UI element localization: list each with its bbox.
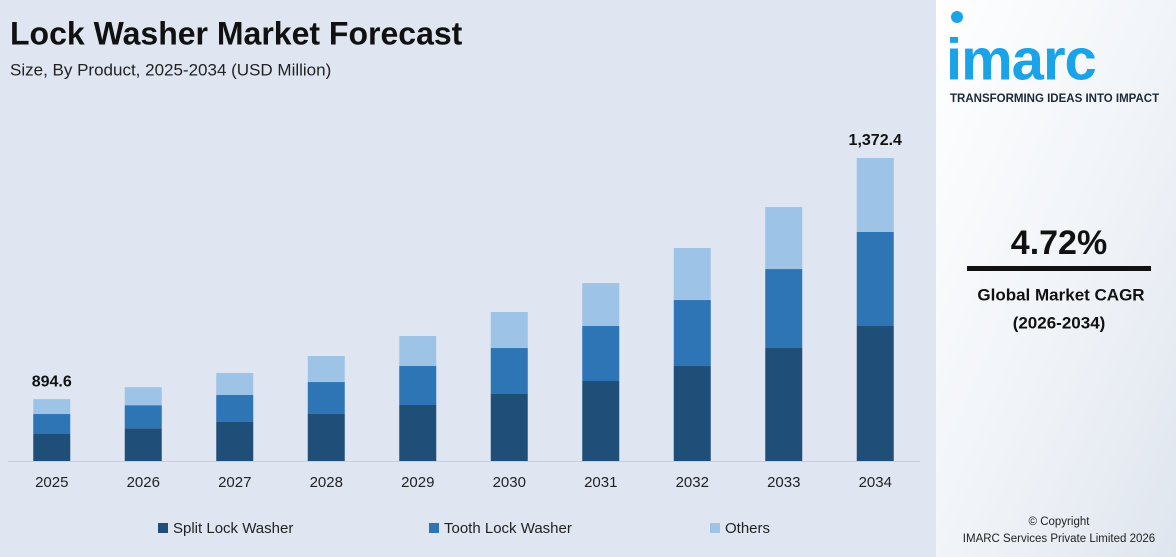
bar-segment xyxy=(33,399,71,415)
bar-segment xyxy=(124,405,162,429)
total-label: 894.6 xyxy=(32,373,72,390)
bar-segment xyxy=(399,404,437,461)
bar-segment xyxy=(582,326,620,382)
x-tick-label: 2032 xyxy=(676,474,709,491)
bar-segment xyxy=(765,348,803,461)
logo-dot xyxy=(951,11,963,23)
cagr-rule xyxy=(967,266,1151,271)
x-tick-label: 2025 xyxy=(35,474,68,491)
chart-title: Lock Washer Market Forecast xyxy=(10,15,463,51)
bar-segment xyxy=(124,428,162,461)
x-tick-label: 2027 xyxy=(218,474,251,491)
chart-subtitle: Size, By Product, 2025-2034 (USD Million… xyxy=(10,60,331,79)
x-tick-label: 2026 xyxy=(127,474,160,491)
cagr-period: (2026-2034) xyxy=(1013,313,1106,332)
bar-segment xyxy=(399,365,437,405)
cagr-label: Global Market CAGR xyxy=(977,285,1144,304)
bar-segment xyxy=(307,382,345,415)
bar-segment xyxy=(582,381,620,461)
bar-segment xyxy=(490,348,528,394)
bar-segment xyxy=(33,434,71,461)
total-label: 1,372.4 xyxy=(849,132,902,149)
legend-label: Others xyxy=(725,520,770,537)
x-tick-label: 2031 xyxy=(584,474,617,491)
bar-segment xyxy=(399,336,437,366)
bar-segment xyxy=(216,394,254,422)
bar-segment xyxy=(673,300,711,367)
tagline: TRANSFORMING IDEAS INTO IMPACT xyxy=(950,93,1159,105)
bar-segment xyxy=(856,326,894,461)
sidebar: imarc TRANSFORMING IDEAS INTO IMPACT 4.7… xyxy=(946,11,1159,545)
x-tick-label: 2030 xyxy=(493,474,526,491)
bar-segment xyxy=(216,421,254,461)
legend-swatch xyxy=(158,523,168,533)
bar-segment xyxy=(765,207,803,270)
bar-segment xyxy=(582,283,620,327)
legend-label: Split Lock Washer xyxy=(173,520,293,537)
bar-segment xyxy=(765,269,803,349)
logo: imarc xyxy=(946,27,1096,92)
x-tick-label: 2028 xyxy=(310,474,343,491)
copyright: © Copyright xyxy=(1029,516,1091,528)
bar-segment xyxy=(490,393,528,461)
bar-segment xyxy=(490,312,528,349)
legend-swatch xyxy=(710,523,720,533)
bar-segment xyxy=(673,248,711,301)
bar-segment xyxy=(216,372,254,395)
x-tick-label: 2029 xyxy=(401,474,434,491)
bar-segment xyxy=(673,366,711,461)
bar-segment xyxy=(856,231,894,327)
legend-swatch xyxy=(429,523,439,533)
legend-label: Tooth Lock Washer xyxy=(444,520,572,537)
sidebar-bg xyxy=(936,0,1176,557)
x-tick-label: 2033 xyxy=(767,474,800,491)
bar-segment xyxy=(33,414,71,435)
company: IMARC Services Private Limited 2026 xyxy=(963,533,1155,545)
bar-segment xyxy=(307,356,345,383)
bar-segment xyxy=(124,387,162,406)
bar-segment xyxy=(307,414,345,461)
x-tick-label: 2034 xyxy=(859,474,892,491)
cagr-value: 4.72% xyxy=(1011,224,1107,262)
bar-segment xyxy=(856,158,894,232)
